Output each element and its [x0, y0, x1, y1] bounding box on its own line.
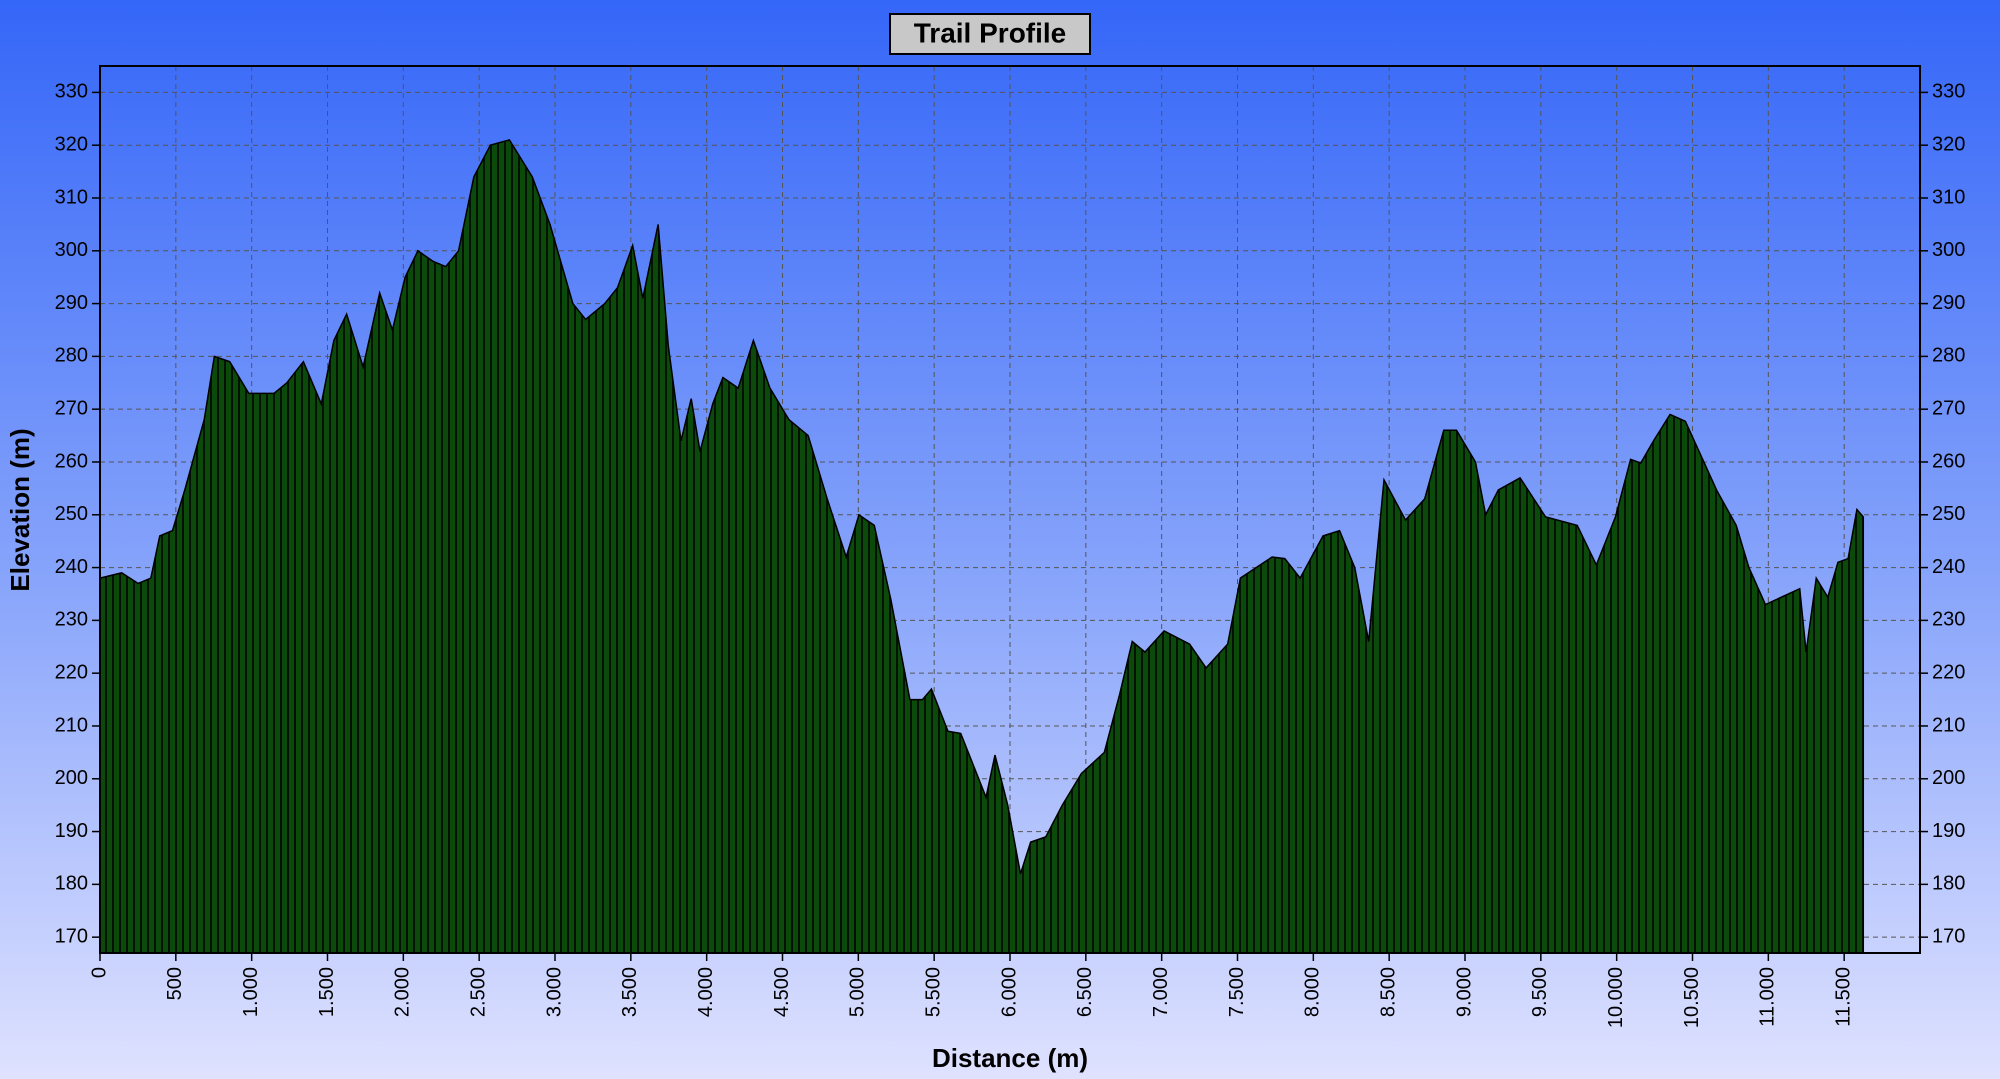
- x-tick-label: 1.500: [316, 967, 338, 1017]
- y-tick-label: 320: [55, 133, 88, 155]
- y2-tick-label: 230: [1932, 609, 1965, 631]
- x-tick-label: 9.000: [1453, 967, 1475, 1017]
- y2-tick-label: 290: [1932, 292, 1965, 314]
- y-tick-label: 190: [55, 820, 88, 842]
- y-tick-label: 310: [55, 186, 88, 208]
- x-tick-label: 2.500: [467, 967, 489, 1017]
- x-tick-label: 2.000: [392, 967, 414, 1017]
- title-box: [889, 13, 1091, 55]
- y-tick-label: 270: [55, 397, 88, 419]
- y-tick-label: 220: [55, 661, 88, 683]
- x-tick-label: 4.500: [771, 967, 793, 1017]
- y2-tick-label: 330: [1932, 81, 1965, 103]
- y2-tick-label: 190: [1932, 820, 1965, 842]
- x-tick-label: 0: [88, 967, 110, 978]
- y-tick-label: 230: [55, 609, 88, 631]
- elevation-area: [99, 139, 1865, 954]
- x-tick-label: 6.000: [998, 967, 1020, 1017]
- y-tick-label: 240: [55, 556, 88, 578]
- y2-tick-label: 170: [1932, 925, 1965, 947]
- y-tick-label: 330: [55, 81, 88, 103]
- y-tick-label: 210: [55, 714, 88, 736]
- x-tick-label: 11.500: [1832, 967, 1854, 1027]
- x-tick-label: 7.000: [1150, 967, 1172, 1017]
- y-tick-label: 250: [55, 503, 88, 525]
- x-tick-label: 1.000: [240, 967, 262, 1017]
- x-axis-title: Distance (m): [932, 1043, 1088, 1073]
- x-tick-label: 6.500: [1074, 967, 1096, 1017]
- y2-tick-label: 260: [1932, 450, 1965, 472]
- y2-tick-label: 200: [1932, 767, 1965, 789]
- y-tick-label: 300: [55, 239, 88, 261]
- y-axis-title: Elevation (m): [5, 428, 35, 591]
- y2-tick-label: 280: [1932, 345, 1965, 367]
- x-tick-label: 4.000: [695, 967, 717, 1017]
- x-tick-label: 7.500: [1226, 967, 1248, 1017]
- y2-tick-label: 250: [1932, 503, 1965, 525]
- y2-tick-label: 300: [1932, 239, 1965, 261]
- x-tick-label: 5.000: [847, 967, 869, 1017]
- x-tick-label: 500: [164, 967, 186, 1000]
- x-tick-label: 9.500: [1529, 967, 1551, 1017]
- y2-tick-label: 240: [1932, 556, 1965, 578]
- x-tick-label: 10.000: [1605, 967, 1627, 1028]
- x-tick-label: 8.000: [1302, 967, 1324, 1017]
- y-tick-label: 170: [55, 925, 88, 947]
- y2-tick-label: 270: [1932, 397, 1965, 419]
- y2-tick-label: 320: [1932, 133, 1965, 155]
- y2-tick-label: 210: [1932, 714, 1965, 736]
- x-tick-label: 8.500: [1377, 967, 1399, 1017]
- x-tick-label: 3.000: [543, 967, 565, 1017]
- y-tick-label: 200: [55, 767, 88, 789]
- y2-tick-label: 220: [1932, 661, 1965, 683]
- x-tick-label: 10.500: [1681, 967, 1703, 1028]
- x-tick-label: 3.500: [619, 967, 641, 1017]
- y-tick-label: 180: [55, 873, 88, 895]
- y-tick-label: 280: [55, 345, 88, 367]
- x-tick-label: 5.500: [922, 967, 944, 1017]
- chart-title: Trail Profile: [914, 17, 1067, 48]
- y-tick-label: 290: [55, 292, 88, 314]
- x-tick-label: 11.000: [1757, 967, 1779, 1027]
- y2-tick-label: 180: [1932, 873, 1965, 895]
- y-tick-label: 260: [55, 450, 88, 472]
- y2-tick-label: 310: [1932, 186, 1965, 208]
